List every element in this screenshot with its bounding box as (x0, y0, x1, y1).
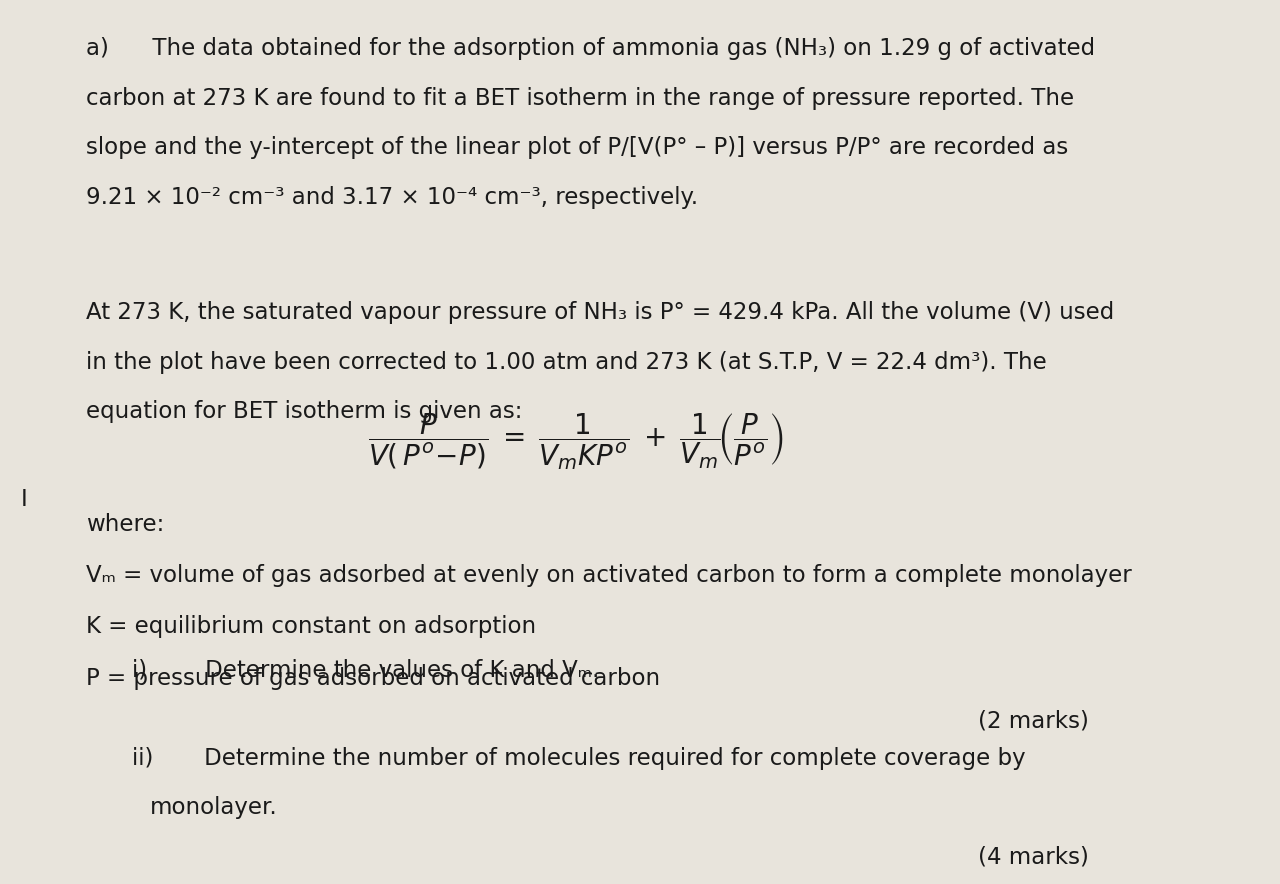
Text: i)        Determine the values of K and Vₘ.: i) Determine the values of K and Vₘ. (132, 659, 600, 682)
Text: a)      The data obtained for the adsorption of ammonia gas (NH₃) on 1.29 g of a: a) The data obtained for the adsorption … (86, 37, 1096, 60)
Text: P = pressure of gas adsorbed on activated carbon: P = pressure of gas adsorbed on activate… (86, 667, 660, 690)
Text: where:: where: (86, 513, 165, 536)
Text: At 273 K, the saturated vapour pressure of NH₃ is P° = 429.4 kPa. All the volume: At 273 K, the saturated vapour pressure … (86, 301, 1115, 324)
Text: in the plot have been corrected to 1.00 atm and 273 K (at S.T.P, V = 22.4 dm³). : in the plot have been corrected to 1.00 … (86, 351, 1047, 374)
Text: slope and the y-intercept of the linear plot of P/[V(P° – P)] versus P/P° are re: slope and the y-intercept of the linear … (86, 136, 1069, 159)
Text: I: I (20, 488, 27, 511)
Text: K = equilibrium constant on adsorption: K = equilibrium constant on adsorption (86, 615, 536, 638)
Text: (2 marks): (2 marks) (978, 710, 1088, 733)
Text: Vₘ = volume of gas adsorbed at evenly on activated carbon to form a complete mon: Vₘ = volume of gas adsorbed at evenly on… (86, 564, 1132, 587)
Text: carbon at 273 K are found to fit a BET isotherm in the range of pressure reporte: carbon at 273 K are found to fit a BET i… (86, 87, 1074, 110)
Text: monolayer.: monolayer. (150, 796, 278, 819)
Text: $\dfrac{P}{V(\,P^o\!-\!P)}$$\;=\;$$\dfrac{1}{V_m K P^o}$$\;+\;\dfrac{1}{V_m}$$\!: $\dfrac{P}{V(\,P^o\!-\!P)}$$\;=\;$$\dfra… (367, 411, 783, 472)
Text: 9.21 × 10⁻² cm⁻³ and 3.17 × 10⁻⁴ cm⁻³, respectively.: 9.21 × 10⁻² cm⁻³ and 3.17 × 10⁻⁴ cm⁻³, r… (86, 186, 699, 209)
Text: ii)       Determine the number of molecules required for complete coverage by: ii) Determine the number of molecules re… (132, 747, 1027, 770)
Text: equation for BET isotherm is given as:: equation for BET isotherm is given as: (86, 400, 522, 423)
Text: (4 marks): (4 marks) (978, 846, 1088, 869)
